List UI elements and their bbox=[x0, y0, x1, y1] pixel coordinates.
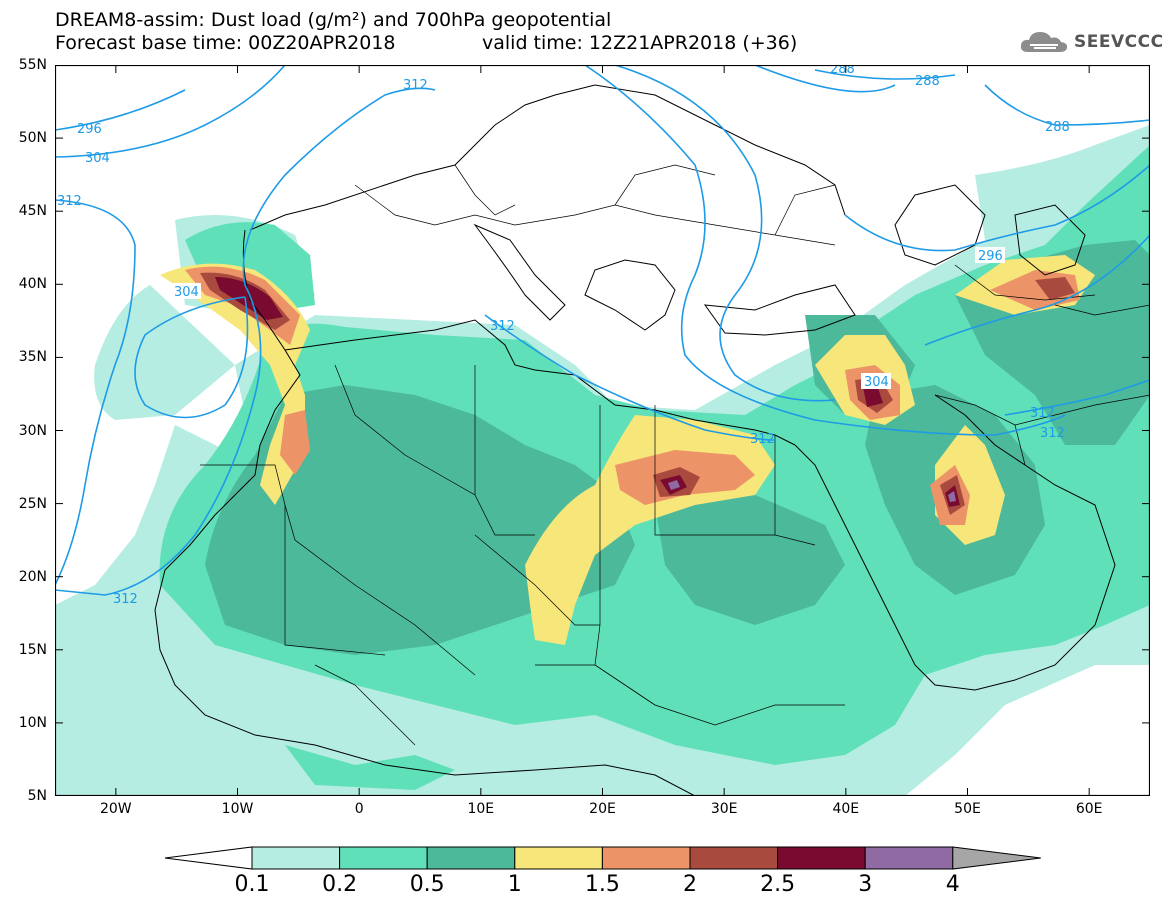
forecast-base-time: Forecast base time: 00Z20APR2018 bbox=[55, 32, 396, 54]
dust-level-3 bbox=[668, 480, 956, 502]
lat-tick-label: 25N bbox=[18, 495, 47, 512]
colorbar-label: 2 bbox=[683, 872, 697, 897]
lat-tick-label: 35N bbox=[18, 349, 47, 366]
colorbar-label: 0.5 bbox=[409, 872, 445, 897]
contour-label: 296 bbox=[978, 249, 1003, 264]
lat-tick-label: 15N bbox=[18, 641, 47, 658]
lon-tick-label: 10E bbox=[467, 801, 495, 817]
colorbar-label: 4 bbox=[945, 872, 960, 897]
colorbar-box bbox=[339, 846, 428, 870]
colorbar-label: 2.5 bbox=[760, 872, 796, 897]
seevccc-logo: SEEVCCC bbox=[1018, 27, 1164, 57]
colorbar-under-arrow bbox=[164, 846, 253, 870]
contour-labels: 312 296 304 312 304 312 288 288 288 296 … bbox=[57, 65, 1070, 607]
contour-label: 296 bbox=[77, 122, 102, 137]
lat-tick-label: 45N bbox=[18, 203, 47, 220]
colorbar-over-arrow bbox=[952, 846, 1041, 870]
lon-tick-label: 20E bbox=[589, 801, 616, 817]
colorbar-box bbox=[864, 846, 954, 870]
colorbar-label: 1.5 bbox=[584, 872, 620, 897]
contour-label: 288 bbox=[915, 74, 940, 89]
contour-label: 312 bbox=[57, 194, 82, 209]
contour-label: 304 bbox=[864, 375, 889, 390]
colorbar-label: 0.1 bbox=[234, 872, 270, 897]
lon-tick-label: 30E bbox=[710, 801, 738, 817]
geopotential-contours bbox=[55, 65, 1150, 596]
colorbar-box bbox=[514, 846, 603, 870]
lat-tick-label: 40N bbox=[18, 276, 47, 293]
lon-tick-label: 40E bbox=[832, 801, 860, 817]
colorbar-box bbox=[251, 846, 341, 870]
contour-label: 288 bbox=[830, 65, 855, 77]
logo-text: SEEVCCC bbox=[1074, 32, 1164, 52]
colorbar-label: 3 bbox=[858, 872, 873, 897]
lat-tick-label: 30N bbox=[18, 422, 47, 439]
map-title: DREAM8-assim: Dust load (g/m²) and 700hP… bbox=[55, 9, 612, 31]
colorbar-box bbox=[689, 846, 779, 870]
lat-tick-label: 50N bbox=[18, 130, 47, 147]
contour-label: 312 bbox=[1040, 426, 1065, 441]
lat-tick-label: 5N bbox=[27, 788, 47, 804]
lon-tick-label: 20W bbox=[99, 801, 132, 817]
valid-time: valid time: 12Z21APR2018 (+36) bbox=[482, 32, 798, 54]
contour-label: 304 bbox=[174, 285, 199, 300]
dust-load-map: 312 296 304 312 304 312 288 288 288 296 … bbox=[55, 65, 1150, 796]
contour-label: 288 bbox=[1045, 120, 1070, 135]
colorbar-label: 0.2 bbox=[322, 872, 358, 897]
lon-tick-label: 50E bbox=[954, 801, 981, 817]
colorbar-box bbox=[601, 846, 691, 870]
lon-tick-label: 60E bbox=[1075, 801, 1103, 817]
contour-label: 312 bbox=[750, 432, 775, 447]
contour-label: 312 bbox=[490, 319, 515, 334]
colorbar-box bbox=[777, 846, 866, 870]
lon-tick-label: 0 bbox=[354, 801, 364, 817]
contour-label: 312 bbox=[403, 78, 428, 93]
contour-label: 304 bbox=[85, 151, 110, 166]
lat-tick-label: 55N bbox=[18, 57, 47, 73]
colorbar bbox=[164, 846, 1041, 870]
colorbar-box bbox=[426, 846, 516, 870]
lat-tick-label: 10N bbox=[18, 714, 47, 731]
lon-tick-label: 10W bbox=[221, 801, 254, 817]
colorbar-label: 1 bbox=[507, 872, 522, 897]
contour-label: 312 bbox=[113, 592, 138, 607]
axis-ticks bbox=[55, 65, 1150, 796]
country-borders bbox=[200, 164, 1150, 746]
lat-tick-label: 20N bbox=[18, 568, 47, 585]
contour-label: 312 bbox=[1030, 406, 1055, 421]
cloud-logo-icon bbox=[1020, 32, 1068, 52]
